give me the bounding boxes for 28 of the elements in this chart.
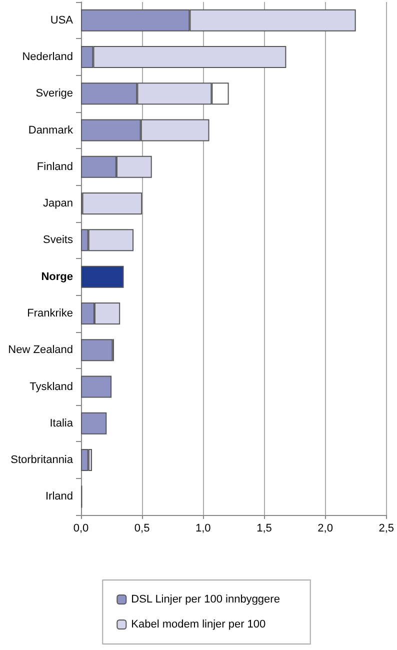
y-tick-label: Frankrike <box>27 307 73 320</box>
y-tick-label: Sveits <box>43 234 74 246</box>
legend-label: Kabel modem linjer per 100 <box>131 618 266 630</box>
y-tick-label: Nederland <box>22 50 73 63</box>
bar <box>81 266 124 288</box>
y-tick-label: Danmark <box>28 124 74 136</box>
y-tick-label: Sverige <box>36 88 73 100</box>
x-tick-label: 2,0 <box>318 522 333 534</box>
y-tick-label: Irland <box>45 490 73 503</box>
bar <box>82 192 142 215</box>
y-tick-label: Italia <box>50 417 74 430</box>
bar <box>81 376 112 398</box>
y-tick-label: Finland <box>36 160 73 173</box>
y-tick-label: New Zealand <box>8 344 73 356</box>
bar <box>81 449 88 472</box>
y-tick-label: Japan <box>43 198 73 210</box>
y-tick-label: Tyskland <box>30 380 73 393</box>
bar <box>81 339 113 362</box>
x-tick-label: 0,0 <box>73 522 89 534</box>
x-tick-label: 2,5 <box>378 522 394 534</box>
y-tick-label: Norge <box>41 270 73 283</box>
y-tick-label: Storbritannia <box>10 454 74 466</box>
y-tick-label: USA <box>50 14 74 26</box>
x-tick-label: 1,0 <box>195 522 211 534</box>
bar <box>81 412 107 434</box>
x-tick-label: 1,5 <box>256 522 272 534</box>
x-tick-label: 0,5 <box>134 522 150 534</box>
legend-label: DSL Linjer per 100 innbyggere <box>131 594 280 606</box>
